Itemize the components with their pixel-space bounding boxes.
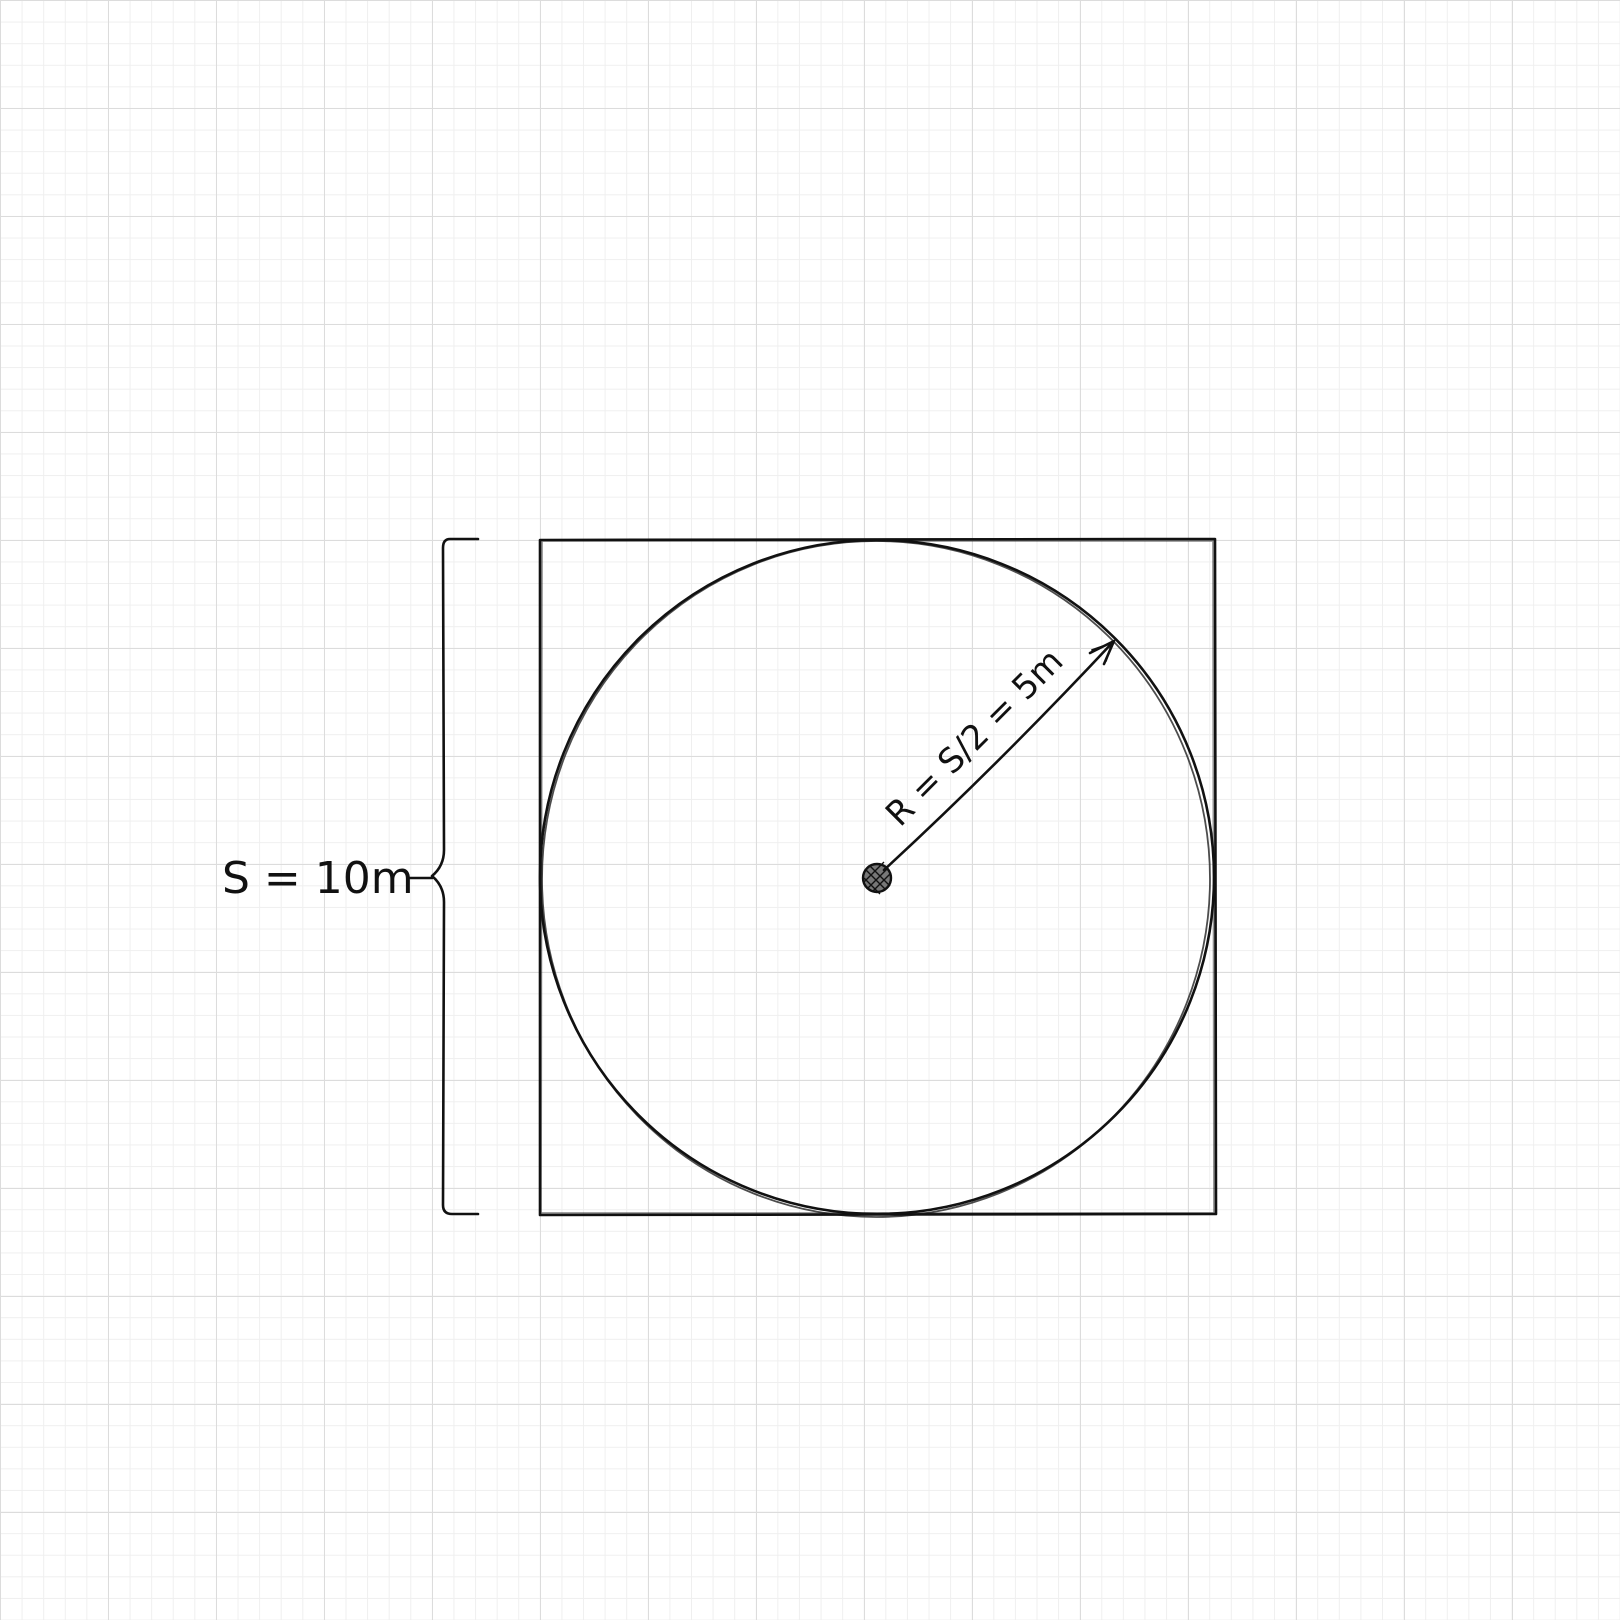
inscribed-circle [538, 538, 1216, 1216]
side-length-label: S = 10m [222, 853, 414, 904]
radius-arrowhead-sketch [1091, 642, 1113, 662]
inscribed-circle-sketch [541, 540, 1211, 1218]
radius-line [882, 640, 1115, 872]
square-outline [538, 537, 1218, 1217]
radius-label: R = S/2 = 5m [878, 641, 1071, 834]
side-brace [430, 537, 480, 1216]
square-outline-sketch [540, 540, 1215, 1214]
